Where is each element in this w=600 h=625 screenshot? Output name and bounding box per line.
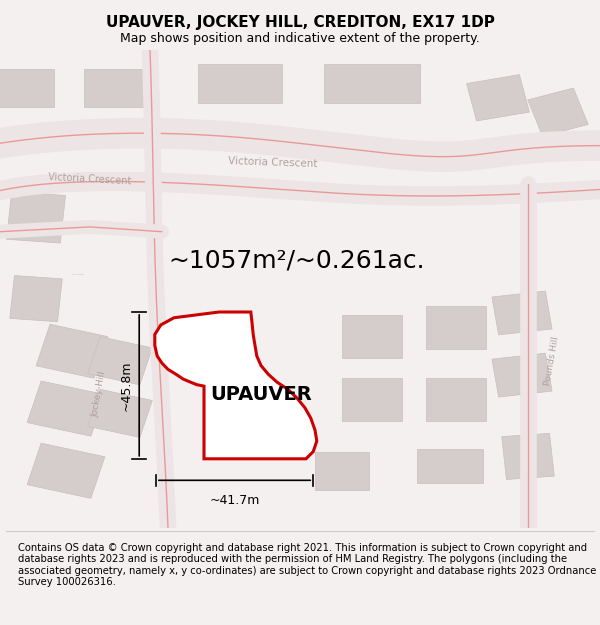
Polygon shape — [426, 378, 486, 421]
Text: Victoria Crescent: Victoria Crescent — [72, 274, 84, 276]
Text: ~45.8m: ~45.8m — [119, 360, 133, 411]
Text: ~1057m²/~0.261ac.: ~1057m²/~0.261ac. — [168, 248, 425, 272]
Text: UPAUVER, JOCKEY HILL, CREDITON, EX17 1DP: UPAUVER, JOCKEY HILL, CREDITON, EX17 1DP — [106, 15, 494, 30]
Polygon shape — [27, 443, 105, 498]
Polygon shape — [88, 337, 152, 385]
Polygon shape — [492, 291, 552, 335]
Polygon shape — [88, 389, 152, 438]
Text: Jockey-Hill: Jockey-Hill — [91, 371, 107, 418]
Polygon shape — [502, 433, 554, 479]
Text: Contains OS data © Crown copyright and database right 2021. This information is : Contains OS data © Crown copyright and d… — [18, 542, 596, 588]
Polygon shape — [467, 74, 529, 121]
Polygon shape — [155, 312, 317, 459]
Polygon shape — [528, 88, 588, 136]
Polygon shape — [0, 69, 54, 108]
Polygon shape — [27, 381, 105, 436]
Polygon shape — [198, 339, 246, 382]
Polygon shape — [417, 449, 483, 482]
Polygon shape — [7, 192, 65, 243]
Text: Pounds Hill: Pounds Hill — [543, 336, 561, 386]
Text: Map shows position and indicative extent of the property.: Map shows position and indicative extent… — [120, 32, 480, 45]
Polygon shape — [315, 452, 369, 490]
Text: Victoria Crescent: Victoria Crescent — [48, 172, 131, 186]
Polygon shape — [10, 276, 62, 322]
Polygon shape — [342, 316, 402, 358]
Polygon shape — [492, 353, 552, 397]
Polygon shape — [324, 64, 420, 102]
Text: Victoria Crescent: Victoria Crescent — [228, 156, 317, 169]
Polygon shape — [198, 64, 282, 102]
Polygon shape — [36, 324, 108, 378]
Text: ~41.7m: ~41.7m — [209, 494, 260, 507]
Polygon shape — [426, 306, 486, 349]
Polygon shape — [342, 378, 402, 421]
Polygon shape — [84, 69, 156, 108]
Text: UPAUVER: UPAUVER — [210, 385, 312, 404]
